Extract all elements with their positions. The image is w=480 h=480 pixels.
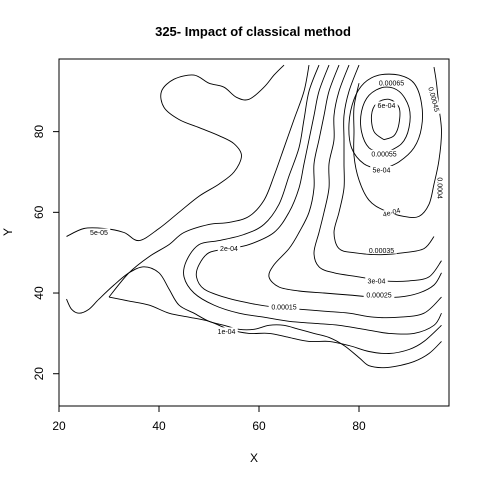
contour-level-label: 1e-04: [218, 329, 236, 336]
y-axis: 20 40 60 80: [32, 125, 59, 381]
y-tick-label: 80: [32, 125, 46, 139]
x-axis-label: X: [250, 451, 258, 465]
contour-level-label: 5e-04: [373, 167, 391, 174]
contour-labels: 5e-05 1e-04 2e-04 0.00015 0.00025 3e-04 0.0003…: [88, 79, 444, 336]
x-tick-label: 60: [252, 419, 266, 433]
x-axis: 20 40 60 80: [52, 406, 366, 433]
contour-level-label: 2e-04: [220, 246, 238, 253]
x-tick-label: 80: [352, 419, 366, 433]
plot-frame: [59, 59, 449, 406]
y-tick-label: 40: [32, 286, 46, 300]
contour-level-label: 0.0004: [436, 177, 443, 199]
contour-line: [196, 65, 441, 318]
y-axis-label: Y: [1, 228, 15, 236]
contour-level-label: 0.00055: [371, 151, 396, 158]
contour-level-label: 0.00035: [369, 248, 394, 255]
contour-level-label: 0.00025: [366, 293, 391, 300]
contour-line: [109, 65, 309, 297]
y-tick-label: 60: [32, 205, 46, 219]
x-tick-label: 20: [52, 419, 66, 433]
contour-line: [361, 87, 411, 154]
contour-level-label: 5e-05: [90, 230, 108, 237]
x-tick-label: 40: [152, 419, 166, 433]
contour-level-label: 4e-04: [382, 208, 401, 219]
contour-level-label: 0.00015: [271, 305, 296, 312]
contour-level-label: 0.00065: [379, 81, 404, 88]
chart-title: 325- Impact of classical method: [155, 24, 351, 39]
y-tick-label: 20: [32, 367, 46, 381]
contour-level-label: 6e-04: [378, 103, 396, 110]
contour-level-label: 3e-04: [368, 278, 386, 285]
